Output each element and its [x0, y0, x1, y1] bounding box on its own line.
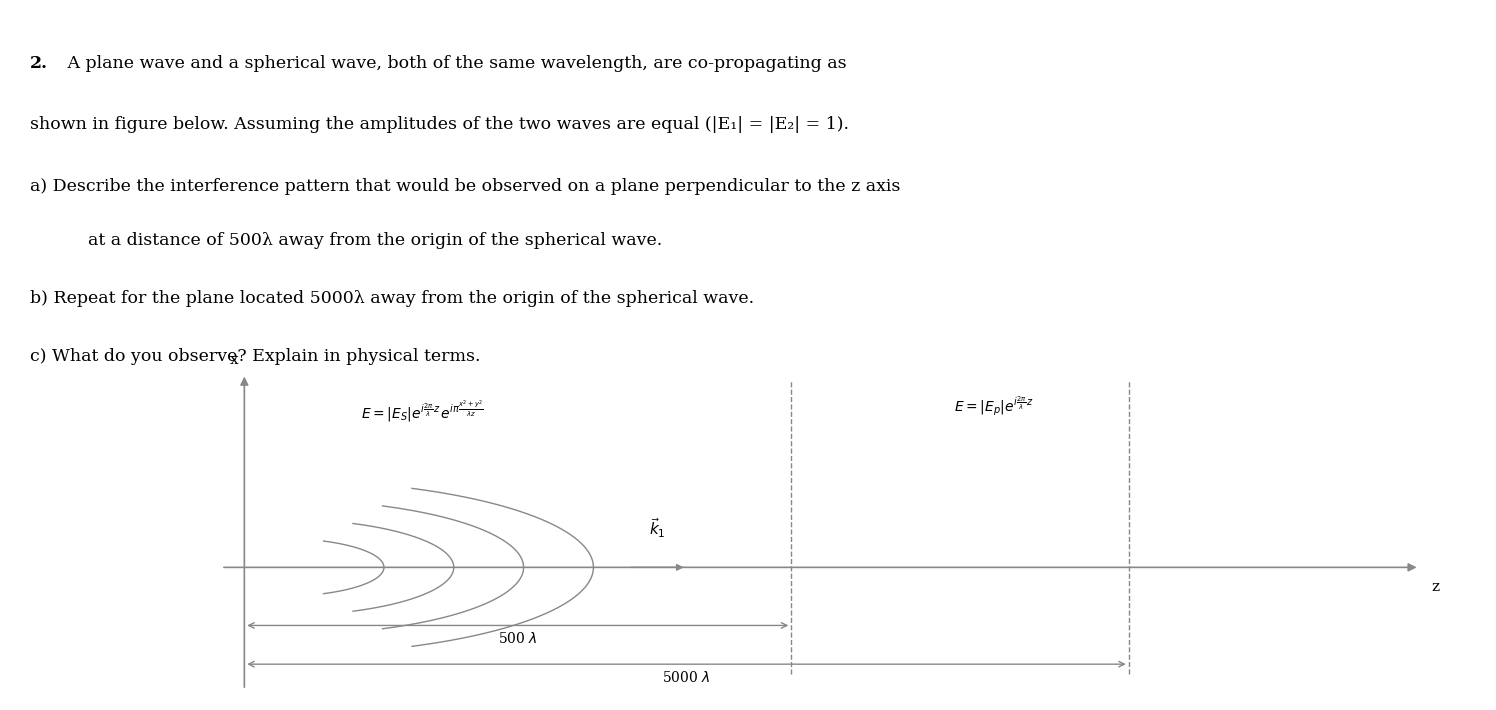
Text: A plane wave and a spherical wave, both of the same wavelength, are co-propagati: A plane wave and a spherical wave, both … — [61, 55, 847, 72]
Text: $\vec{k}_1$: $\vec{k}_1$ — [649, 516, 666, 540]
Text: 2.: 2. — [30, 55, 48, 72]
Text: 500 $\lambda$: 500 $\lambda$ — [498, 631, 537, 646]
Text: z: z — [1432, 580, 1439, 594]
Text: $E = |E_p|e^{i\frac{2\pi}{\lambda}z}$: $E = |E_p|e^{i\frac{2\pi}{\lambda}z}$ — [954, 394, 1034, 417]
Text: $E = |E_S|e^{i\frac{2\pi}{\lambda}z} \, e^{i\pi\frac{x^2+y^2}{\lambda z}}$: $E = |E_S|e^{i\frac{2\pi}{\lambda}z} \, … — [361, 400, 483, 425]
Text: b) Repeat for the plane located 5000λ away from the origin of the spherical wave: b) Repeat for the plane located 5000λ aw… — [30, 290, 754, 307]
Text: c) What do you observe? Explain in physical terms.: c) What do you observe? Explain in physi… — [30, 348, 480, 365]
Text: shown in figure below. Assuming the amplitudes of the two waves are equal (|E₁| : shown in figure below. Assuming the ampl… — [30, 116, 848, 133]
Text: a) Describe the interference pattern that would be observed on a plane perpendic: a) Describe the interference pattern tha… — [30, 178, 901, 195]
Text: x: x — [230, 354, 238, 367]
Text: 5000 $\lambda$: 5000 $\lambda$ — [663, 670, 711, 685]
Text: at a distance of 500λ away from the origin of the spherical wave.: at a distance of 500λ away from the orig… — [88, 232, 663, 249]
